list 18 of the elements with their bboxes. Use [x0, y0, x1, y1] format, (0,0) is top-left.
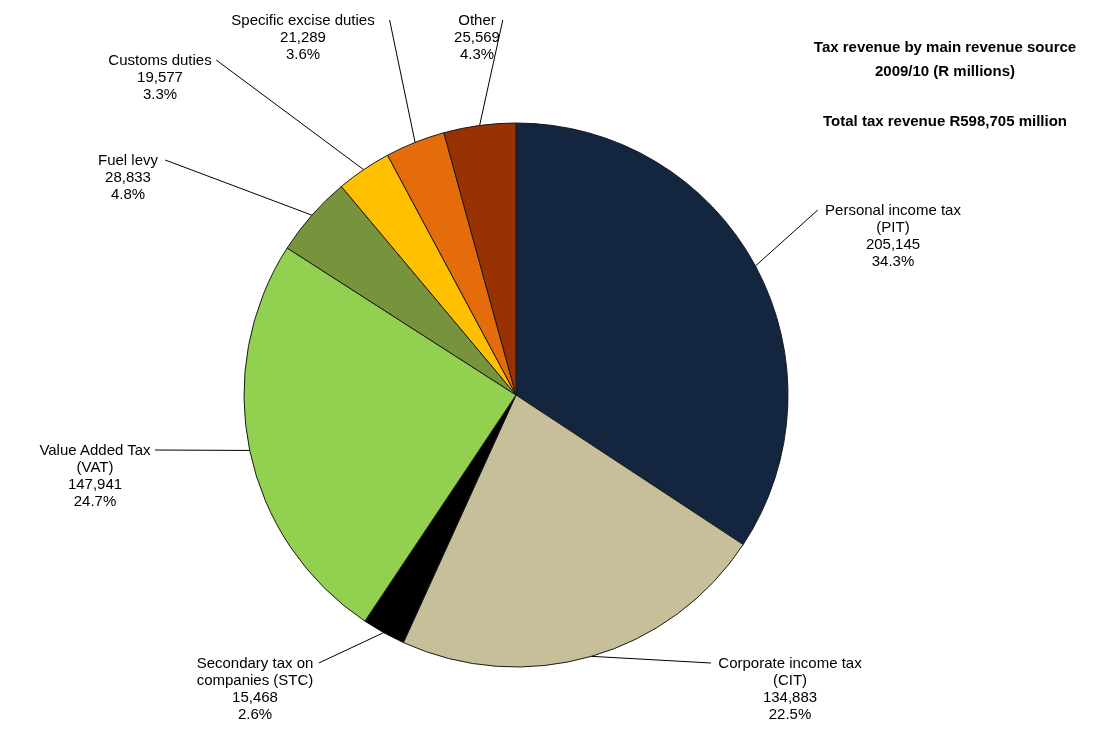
slice-label: Value Added Tax (VAT) — [39, 441, 152, 475]
text: Tax revenue by main revenue source 2009/10 (R millions) — [813, 38, 1077, 79]
data-label: 25,569 4.3% — [454, 28, 500, 62]
slice-label: Other — [458, 11, 496, 28]
data-label: 19,577 3.3% — [137, 68, 183, 102]
slice-label: Fuel levy — [97, 151, 159, 168]
data-label: 15,468 2.6% — [232, 688, 278, 722]
slice-label: Corporate income tax (CIT) — [718, 654, 863, 688]
data-label: 28,833 4.8% — [105, 168, 151, 202]
text: Total tax revenue R598,705 million — [823, 112, 1067, 129]
slice-label: Personal income tax (PIT) — [825, 201, 962, 235]
data-label: 134,883 22.5% — [762, 688, 818, 722]
slice-label: Specific excise duties — [231, 11, 375, 28]
slice-label: Secondary tax on companies (STC) — [196, 654, 314, 688]
slice-label: Customs duties — [108, 51, 212, 68]
data-label: 205,145 34.3% — [865, 235, 921, 269]
data-label: 147,941 24.7% — [67, 475, 123, 509]
data-label: 21,289 3.6% — [280, 28, 326, 62]
